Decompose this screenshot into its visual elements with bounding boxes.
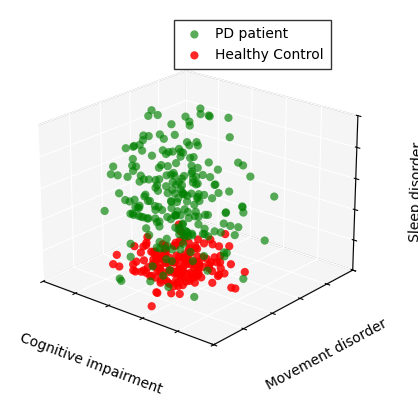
Legend: PD patient, Healthy Control: PD patient, Healthy Control	[173, 20, 331, 69]
Y-axis label: Movement disorder: Movement disorder	[263, 317, 389, 392]
X-axis label: Cognitive impairment: Cognitive impairment	[18, 331, 164, 397]
